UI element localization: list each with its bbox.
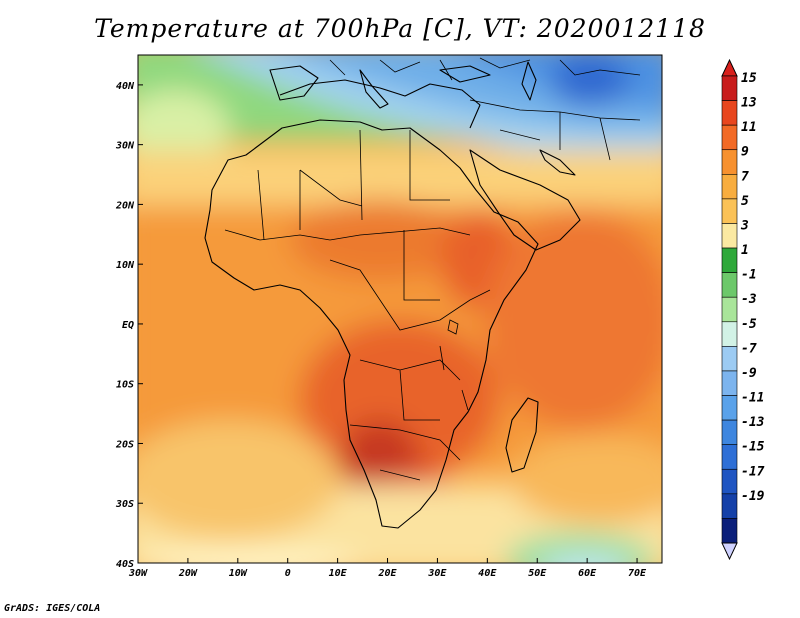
colorbar-swatch — [721, 296, 738, 323]
colorbar-label: -3 — [741, 292, 757, 307]
colorbar-label: 15 — [741, 71, 757, 86]
colorbar-label: -19 — [741, 489, 765, 504]
colorbar-swatch — [721, 395, 738, 421]
y-tick-label: 30N — [115, 141, 135, 152]
temperature-field — [138, 55, 662, 563]
colorbar-swatch — [721, 444, 738, 470]
border-europe — [329, 57, 641, 81]
border-sahara — [257, 129, 450, 241]
colorbar-swatch — [721, 124, 738, 151]
iberia — [269, 65, 319, 101]
x-tick-label: 40E — [478, 568, 497, 579]
colorbar-label: -5 — [741, 317, 757, 332]
colorbar-label: -9 — [741, 366, 757, 381]
y-tick-label: 20N — [115, 200, 135, 211]
x-tick-label: 20W — [178, 568, 198, 579]
x-tick-label: 50E — [528, 568, 547, 579]
x-tick-label: 30W — [128, 568, 148, 579]
y-tick-label: EQ — [122, 320, 134, 331]
field-indian-ocean-warm — [485, 210, 662, 430]
colorbar-label: 9 — [741, 145, 749, 160]
y-tick-label: 40S — [116, 559, 134, 570]
colorbar-swatch — [721, 174, 738, 200]
y-axis: 40N 30N 20N 10N EQ 10S 20S 30S 40S — [115, 81, 143, 570]
chart-title: Temperature at 700hPa [C], VT: 202001211… — [94, 14, 706, 43]
arabian-peninsula — [469, 149, 581, 251]
colorbar-swatch — [721, 346, 738, 372]
border-central — [329, 230, 491, 331]
africa-coastline — [204, 119, 539, 529]
field-satlantic — [138, 420, 340, 540]
colorbar-swatch — [721, 468, 738, 495]
border-middleeast — [469, 99, 641, 161]
border-south — [349, 359, 461, 481]
colorbar-label: 1 — [741, 243, 749, 258]
x-axis: 30W 20W 10W 0 10E 20E 30E 40E 50E 60E 70E — [128, 558, 647, 579]
country-borders — [224, 57, 641, 481]
field-south-green — [505, 532, 655, 563]
y-tick-label: 10N — [116, 260, 135, 271]
persian-gulf — [539, 149, 576, 176]
colorbar-label: 11 — [741, 120, 757, 135]
x-tick-label: 30E — [427, 568, 447, 579]
colorbar-label: 3 — [740, 218, 749, 233]
colorbar-label: -17 — [741, 464, 765, 479]
colorbar-swatch — [721, 493, 738, 519]
colorbar-label: -1 — [741, 268, 757, 283]
colorbar-swatch — [721, 518, 738, 544]
y-tick-label: 40N — [116, 81, 135, 92]
coastlines — [204, 61, 581, 529]
colorbar: 15 13 11 9 7 5 3 1 -1 -3 -5 -7 -9 -11 -13 -15 -17 -19 — [721, 58, 765, 561]
colorbar-label: -13 — [741, 415, 765, 430]
colorbar-swatch — [721, 149, 738, 175]
colorbar-label: 5 — [741, 194, 749, 209]
colorbar-top-arrow — [721, 58, 738, 77]
field-cold-core — [550, 55, 630, 106]
colorbar-label: 13 — [741, 96, 757, 111]
field-south-pale — [140, 547, 360, 563]
italy — [359, 69, 389, 109]
x-tick-label: 0 — [285, 568, 291, 579]
caspian-and-black-sea — [439, 61, 537, 101]
y-tick-label: 20S — [115, 439, 134, 450]
colorbar-swatch — [721, 370, 738, 396]
colorbar-swatch — [721, 100, 738, 126]
colorbar-label: -7 — [741, 341, 757, 356]
colorbar-bottom-arrow — [721, 542, 738, 561]
colorbar-swatch — [721, 223, 738, 249]
lakes — [439, 319, 469, 411]
colorbar-swatch — [721, 272, 738, 298]
colorbar-swatch — [721, 198, 738, 224]
border-westafrica — [224, 227, 471, 241]
colorbar-swatch — [721, 419, 738, 445]
x-tick-label: 10W — [229, 568, 248, 579]
colorbar-swatch — [721, 321, 738, 347]
y-tick-label: 30S — [115, 499, 134, 510]
colorbar-swatch — [721, 247, 738, 273]
colorbar-label: -15 — [741, 440, 765, 455]
map-frame — [137, 54, 663, 564]
field-south-lightblue — [547, 556, 623, 563]
field-central-warm — [290, 200, 470, 280]
x-tick-label: 20E — [377, 568, 397, 579]
field-sahara-band — [138, 150, 662, 205]
y-tick-label: 10S — [116, 380, 134, 391]
mediterranean-north-coast — [279, 79, 481, 129]
field-atlantic-cool — [138, 90, 230, 170]
colorbar-swatch — [721, 75, 738, 101]
colorbar-label: 7 — [741, 169, 749, 184]
grads-credit: GrADS: IGES/COLA — [4, 603, 101, 614]
x-tick-label: 60E — [578, 568, 597, 579]
field-sindian — [510, 435, 662, 525]
x-tick-label: 70E — [628, 568, 647, 579]
colorbar-label: -11 — [741, 391, 764, 406]
madagascar — [505, 397, 539, 473]
x-tick-label: 10E — [329, 568, 348, 579]
